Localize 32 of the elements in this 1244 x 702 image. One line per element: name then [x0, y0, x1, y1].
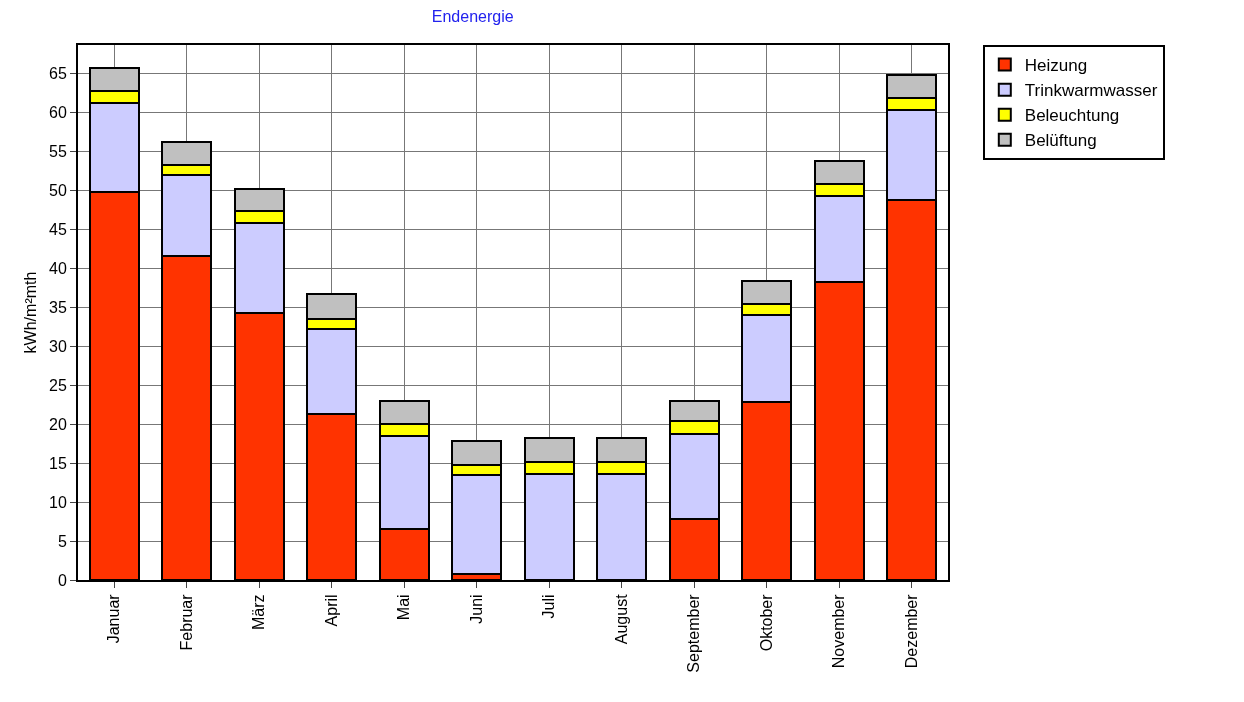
y-tick-label: 40	[49, 260, 67, 278]
x-tick-label: September	[685, 593, 703, 673]
y-tick-label: 60	[49, 104, 67, 122]
x-tick-label: Februar	[177, 593, 195, 651]
chart-title: Endenergie	[431, 7, 514, 25]
x-tick-label: August	[612, 593, 630, 645]
y-tick-label: 50	[49, 182, 67, 200]
y-tick-label: 15	[49, 454, 67, 472]
x-tick-label: Januar	[105, 593, 123, 644]
x-tick-label: November	[830, 593, 848, 669]
x-tick-label: Oktober	[757, 593, 775, 652]
x-tick-label: Juni	[467, 594, 485, 624]
y-tick-label: 10	[49, 493, 67, 511]
y-tick-label: 65	[49, 65, 67, 83]
y-tick-label: 5	[57, 532, 67, 550]
y-tick-label: 25	[49, 376, 67, 394]
y-tick-label: 35	[49, 299, 67, 317]
x-tick-label: Dezember	[902, 593, 920, 669]
y-tick-label: 30	[49, 337, 67, 355]
y-axis-title: kWh/m²mth	[22, 271, 40, 354]
y-tick-label: 20	[49, 415, 67, 433]
x-tick-label: Mai	[395, 594, 413, 621]
x-tick-label: April	[322, 594, 340, 627]
legend-label: Beleuchtung	[1024, 106, 1120, 126]
x-tick-label: Juli	[540, 594, 558, 619]
y-tick-label: 55	[49, 143, 67, 161]
legend-label: Heizung	[1024, 56, 1088, 76]
legend-label: Belüftung	[1024, 131, 1097, 151]
y-tick-label: 0	[57, 571, 67, 589]
x-tick-label: März	[250, 594, 268, 630]
y-tick-label: 45	[49, 221, 67, 239]
legend-label: Trinkwarmwasser	[1024, 81, 1158, 101]
